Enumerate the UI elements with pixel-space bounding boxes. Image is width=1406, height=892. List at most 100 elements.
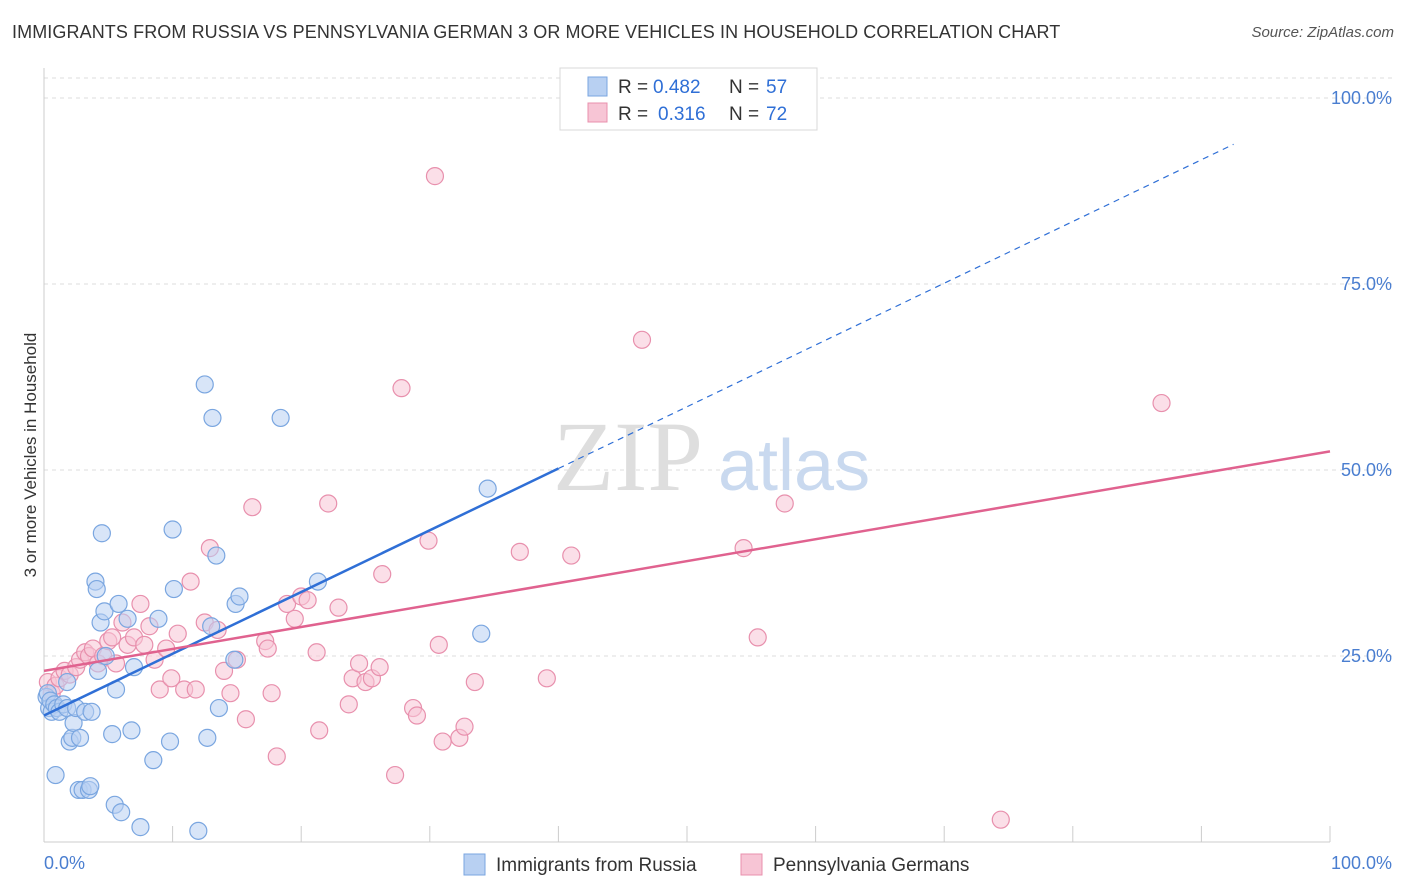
legend: R = 0.482 N = 57 R = 0.316 N = 72 — [559, 67, 818, 131]
data-point — [186, 680, 205, 699]
data-point — [203, 408, 222, 428]
data-point — [230, 587, 249, 606]
data-point — [221, 684, 240, 703]
data-point — [478, 479, 497, 498]
data-point — [160, 732, 180, 751]
trend-line-pink — [43, 450, 1331, 673]
data-point — [168, 624, 187, 643]
data-point — [562, 546, 581, 565]
legend-n-value: 57 — [766, 77, 787, 98]
data-point — [465, 672, 484, 692]
y-tick-labels: 25.0% 50.0% 75.0% 100.0% — [1331, 88, 1392, 666]
legend-n-label: N = — [729, 104, 759, 125]
y-axis-label: 3 or more Vehicles in Household — [21, 333, 40, 578]
data-point — [243, 498, 262, 517]
data-point — [433, 732, 452, 751]
gridlines — [44, 77, 1392, 657]
series-legend-swatch-blue — [463, 853, 486, 876]
trend-lines — [43, 143, 1331, 717]
data-point — [88, 661, 108, 680]
legend-swatch-pink — [587, 102, 608, 123]
series-legend-swatch-pink — [740, 853, 763, 876]
data-point — [319, 494, 338, 513]
data-point — [195, 375, 214, 394]
chart-title: IMMIGRANTS FROM RUSSIA VS PENNSYLVANIA G… — [12, 22, 1061, 42]
series-immigrants-from-russia — [37, 375, 497, 840]
legend-r-value: 0.482 — [653, 77, 701, 98]
data-point — [103, 628, 122, 647]
data-point — [392, 379, 411, 398]
data-point — [307, 643, 326, 662]
data-point — [131, 594, 150, 614]
data-point — [198, 728, 217, 747]
data-point — [163, 520, 182, 539]
data-point — [349, 654, 369, 673]
data-point — [207, 546, 226, 565]
data-point — [258, 639, 277, 658]
data-point — [92, 524, 111, 543]
data-point — [748, 628, 767, 647]
x-tick-label-min: 0.0% — [44, 853, 85, 873]
y-tick-label: 50.0% — [1341, 460, 1392, 480]
data-point — [144, 751, 163, 770]
data-point — [775, 494, 794, 513]
data-point — [112, 803, 131, 822]
data-point — [329, 598, 348, 617]
data-point — [46, 765, 65, 785]
data-point — [370, 658, 389, 677]
legend-r-label: R = — [618, 104, 648, 125]
data-point — [103, 725, 122, 744]
data-point — [70, 728, 90, 747]
watermark-zip: ZIP — [553, 401, 703, 512]
data-point — [267, 747, 286, 766]
data-point — [271, 408, 290, 428]
data-point — [339, 695, 358, 714]
data-point — [162, 669, 181, 688]
data-point — [236, 710, 256, 729]
legend-r-value: 0.316 — [658, 104, 706, 125]
data-point — [164, 579, 183, 599]
data-point — [298, 591, 317, 610]
data-point — [149, 609, 168, 628]
series-legend-label: Immigrants from Russia — [496, 855, 697, 876]
data-point — [285, 609, 304, 628]
data-point — [122, 721, 141, 740]
legend-n-label: N = — [729, 77, 759, 98]
legend-swatch-blue — [587, 76, 608, 97]
data-point — [385, 765, 405, 785]
legend-n-value: 72 — [766, 104, 787, 125]
data-point — [118, 609, 137, 628]
data-point — [425, 167, 445, 186]
data-point — [310, 721, 329, 740]
data-point — [95, 602, 114, 621]
data-point — [58, 672, 77, 692]
y-tick-label: 100.0% — [1331, 88, 1392, 108]
data-point — [81, 777, 100, 796]
data-point — [537, 669, 556, 688]
data-point — [262, 684, 281, 703]
source-label: Source: ZipAtlas.com — [1251, 24, 1394, 41]
y-tick-label: 75.0% — [1341, 274, 1392, 294]
data-point — [429, 635, 448, 654]
data-point — [734, 539, 753, 558]
data-point — [82, 702, 101, 721]
data-point — [181, 572, 200, 591]
data-point — [510, 542, 529, 561]
y-tick-label: 25.0% — [1341, 646, 1392, 666]
data-point — [225, 650, 244, 669]
series-legend: Immigrants from Russia Pennsylvania Germ… — [463, 853, 969, 876]
trend-line-blue-extension — [558, 143, 1234, 470]
data-point — [214, 661, 234, 680]
data-point — [1152, 393, 1171, 413]
data-point — [407, 706, 427, 725]
data-point — [109, 594, 128, 614]
data-point — [150, 680, 169, 699]
data-point — [131, 818, 150, 837]
data-point — [472, 624, 491, 643]
data-point — [455, 717, 474, 736]
x-tick-label-max: 100.0% — [1331, 853, 1392, 873]
trend-line-blue — [43, 467, 559, 717]
watermark-atlas: atlas — [718, 426, 870, 506]
data-point — [135, 635, 154, 654]
